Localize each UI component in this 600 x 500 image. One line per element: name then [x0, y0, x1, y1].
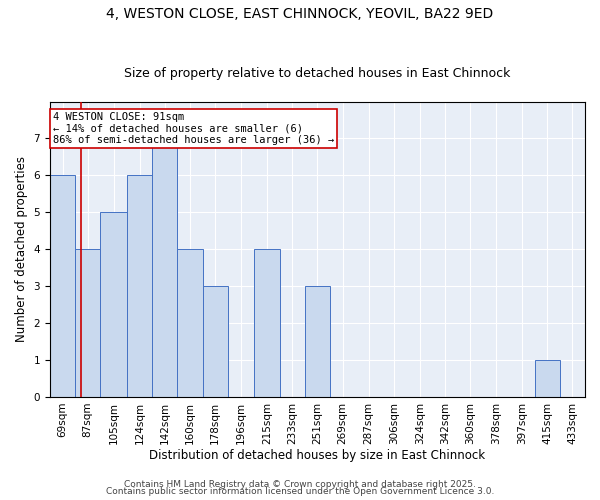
Y-axis label: Number of detached properties: Number of detached properties — [15, 156, 28, 342]
Text: 4 WESTON CLOSE: 91sqm
← 14% of detached houses are smaller (6)
86% of semi-detac: 4 WESTON CLOSE: 91sqm ← 14% of detached … — [53, 112, 334, 145]
Bar — [178, 249, 203, 397]
Title: Size of property relative to detached houses in East Chinnock: Size of property relative to detached ho… — [124, 66, 511, 80]
Bar — [535, 360, 560, 397]
Text: 4, WESTON CLOSE, EAST CHINNOCK, YEOVIL, BA22 9ED: 4, WESTON CLOSE, EAST CHINNOCK, YEOVIL, … — [106, 8, 494, 22]
Text: Contains HM Land Registry data © Crown copyright and database right 2025.: Contains HM Land Registry data © Crown c… — [124, 480, 476, 489]
Text: Contains public sector information licensed under the Open Government Licence 3.: Contains public sector information licen… — [106, 487, 494, 496]
Bar — [152, 138, 178, 397]
Bar — [75, 249, 100, 397]
Bar — [50, 176, 75, 397]
Bar — [254, 249, 280, 397]
Bar — [127, 176, 152, 397]
Bar — [203, 286, 228, 397]
Bar — [305, 286, 330, 397]
Bar — [100, 212, 127, 397]
X-axis label: Distribution of detached houses by size in East Chinnock: Distribution of detached houses by size … — [149, 450, 485, 462]
